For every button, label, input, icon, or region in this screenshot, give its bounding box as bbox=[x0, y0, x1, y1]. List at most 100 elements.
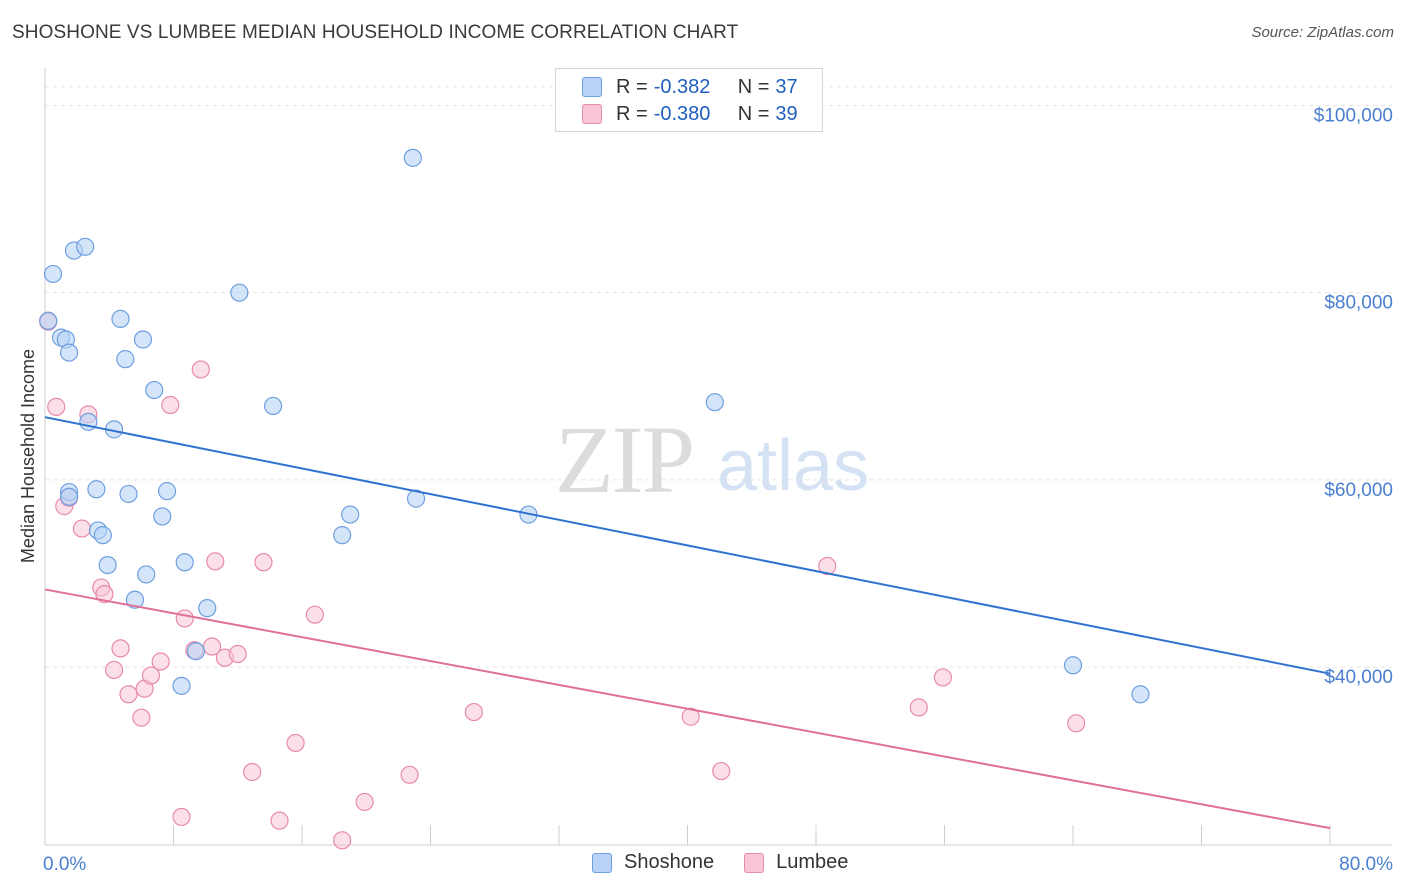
shoshone-point bbox=[175, 553, 194, 572]
lumbee-point bbox=[909, 698, 928, 717]
legend-n-value: 39 bbox=[775, 102, 798, 125]
lumbee-trend-line bbox=[44, 588, 1331, 830]
shoshone-point bbox=[406, 489, 426, 508]
shoshone-point bbox=[333, 526, 352, 545]
x-tick-label: 0.0% bbox=[43, 854, 86, 875]
lumbee-point bbox=[286, 733, 305, 753]
shoshone-point bbox=[705, 393, 724, 412]
shoshone-point bbox=[59, 343, 79, 362]
shoshone-point bbox=[125, 590, 145, 609]
grid bbox=[45, 86, 1392, 668]
shoshone-point bbox=[341, 505, 360, 524]
legend-row-shoshone: R = -0.382 N = 37 bbox=[582, 75, 798, 99]
lumbee-point bbox=[681, 707, 700, 726]
shoshone-swatch bbox=[592, 852, 612, 873]
shoshone-point bbox=[172, 676, 191, 695]
source-label: Source: ZipAtlas.com bbox=[1251, 24, 1394, 41]
axes bbox=[44, 68, 1392, 846]
lumbee-point bbox=[104, 660, 124, 680]
shoshone-point bbox=[98, 555, 117, 575]
shoshone-point bbox=[1131, 685, 1150, 704]
watermark: ZIP atlas bbox=[555, 406, 869, 513]
lumbee-point bbox=[191, 360, 210, 379]
lumbee-point bbox=[400, 765, 419, 784]
lumbee-point bbox=[355, 792, 374, 812]
lumbee-point bbox=[933, 668, 952, 687]
shoshone-point bbox=[263, 396, 283, 416]
legend-n-label: N = bbox=[737, 75, 770, 98]
shoshone-point bbox=[145, 380, 164, 400]
axis-labels: $40,000 $60,000 $80,000 $100,000 0.0% 80.0% Me… bbox=[18, 105, 1393, 875]
y-axis-label: Median Household Income bbox=[18, 349, 38, 563]
lumbee-point bbox=[1067, 714, 1086, 733]
lumbee-point bbox=[161, 395, 180, 415]
lumbee-point bbox=[151, 652, 170, 671]
shoshone-trend-line bbox=[44, 416, 1331, 675]
chart-title: SHOSHONE VS LUMBEE MEDIAN HOUSEHOLD INCO… bbox=[12, 22, 739, 43]
y-tick-label: $40,000 bbox=[1324, 667, 1393, 688]
shoshone-point bbox=[59, 487, 79, 506]
legend-n-label: N = bbox=[737, 102, 770, 125]
lumbee-point bbox=[175, 609, 194, 628]
correlation-legend: R = -0.382 N = 37 R = -0.380 N = 39 bbox=[555, 68, 823, 132]
legend-r-value: -0.380 bbox=[653, 102, 711, 125]
watermark-zip: ZIP bbox=[555, 406, 693, 513]
shoshone-point bbox=[137, 565, 156, 584]
lumbee-point bbox=[119, 685, 138, 704]
shoshone-point bbox=[198, 599, 217, 618]
legend-row-lumbee: R = -0.380 N = 39 bbox=[582, 102, 798, 126]
shoshone-point bbox=[133, 330, 153, 349]
lumbee-point bbox=[72, 519, 92, 538]
lumbee-point bbox=[712, 761, 731, 781]
shoshone-point bbox=[76, 237, 95, 256]
shoshone-point bbox=[119, 484, 138, 504]
lumbee-swatch bbox=[744, 852, 765, 873]
legend-label-shoshone: Shoshone bbox=[624, 851, 715, 873]
lumbee-point bbox=[95, 585, 114, 604]
shoshone-point bbox=[39, 311, 58, 330]
lumbee-point bbox=[305, 605, 324, 624]
lumbee-point bbox=[47, 397, 66, 416]
series-legend: Shoshone Lumbee bbox=[592, 851, 878, 874]
shoshone-point bbox=[153, 507, 172, 526]
shoshone-point bbox=[230, 283, 249, 302]
lumbee-point bbox=[206, 552, 225, 571]
lumbee-swatch bbox=[582, 104, 602, 124]
legend-n-value: 37 bbox=[775, 75, 798, 98]
watermark-atlas: atlas bbox=[717, 426, 869, 506]
legend-item-lumbee: Lumbee bbox=[744, 851, 848, 874]
shoshone-point bbox=[116, 350, 135, 369]
y-tick-label: $60,000 bbox=[1324, 480, 1393, 501]
y-tick-label: $100,000 bbox=[1314, 105, 1393, 126]
lumbee-point bbox=[228, 644, 247, 664]
lumbee-point bbox=[333, 831, 352, 850]
lumbee-point bbox=[243, 762, 262, 782]
lumbee-point bbox=[172, 807, 191, 827]
shoshone-point bbox=[43, 264, 63, 284]
legend-r-label: R = bbox=[616, 102, 648, 125]
y-tick-label: $80,000 bbox=[1324, 293, 1393, 314]
shoshone-points bbox=[39, 148, 1150, 704]
lumbee-points bbox=[39, 312, 1086, 850]
trend-lines bbox=[44, 416, 1331, 830]
lumbee-point bbox=[464, 702, 483, 722]
shoshone-swatch bbox=[582, 77, 602, 97]
legend-r-label: R = bbox=[616, 75, 648, 98]
lumbee-point bbox=[254, 553, 273, 572]
lumbee-point bbox=[270, 811, 289, 830]
shoshone-point bbox=[87, 480, 106, 499]
legend-label-lumbee: Lumbee bbox=[776, 851, 849, 873]
legend-r-value: -0.382 bbox=[653, 75, 711, 98]
shoshone-point bbox=[186, 642, 206, 661]
shoshone-point bbox=[111, 309, 130, 328]
lumbee-point bbox=[132, 708, 151, 727]
x-tick-label: 80.0% bbox=[1339, 854, 1393, 875]
shoshone-point bbox=[157, 482, 177, 501]
lumbee-point bbox=[818, 556, 837, 576]
legend-item-shoshone: Shoshone bbox=[592, 851, 714, 874]
lumbee-point bbox=[111, 639, 130, 658]
shoshone-point bbox=[403, 148, 422, 167]
lumbee-point bbox=[141, 666, 161, 685]
shoshone-point bbox=[1063, 656, 1083, 675]
